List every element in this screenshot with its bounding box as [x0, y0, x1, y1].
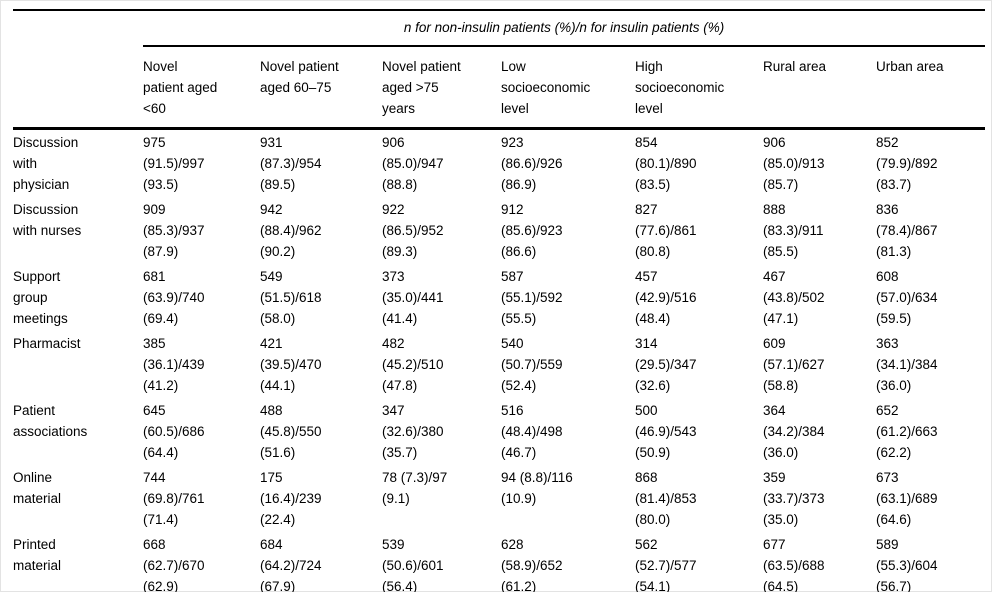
table-cell: 500 (46.9)/543 (50.9) — [635, 403, 697, 460]
row-label: Support group meetings — [13, 269, 68, 326]
patients-information-sources-table: n for non-insulin patients (%)/n for ins… — [13, 9, 986, 592]
table-cell: 482 (45.2)/510 (47.8) — [382, 336, 444, 393]
table-cell: 931 (87.3)/954 (89.5) — [260, 135, 322, 192]
table-cell: 852 (79.9)/892 (83.7) — [876, 135, 938, 192]
row-label: Printed material — [13, 537, 62, 573]
table-cell: 677 (63.5)/688 (64.5) — [763, 537, 825, 592]
table-cell: 421 (39.5)/470 (44.1) — [260, 336, 322, 393]
table-cell: 909 (85.3)/937 (87.9) — [143, 202, 205, 259]
corner-cell — [13, 10, 143, 46]
table-cell: 827 (77.6)/861 (80.8) — [635, 202, 697, 259]
table-cell: 684 (64.2)/724 (67.9) — [260, 537, 322, 592]
table-cell: 78 (7.3)/97 (9.1) — [382, 470, 448, 506]
table-row: Patient associations 645 (60.5)/686 (64.… — [13, 398, 985, 465]
table-row: Support group meetings 681 (63.9)/740 (6… — [13, 264, 985, 331]
table-cell: 922 (86.5)/952 (89.3) — [382, 202, 444, 259]
table-cell: 359 (33.7)/373 (35.0) — [763, 470, 825, 527]
table-cell: 589 (55.3)/604 (56.7) — [876, 537, 938, 592]
table-cell: 314 (29.5)/347 (32.6) — [635, 336, 697, 393]
table-cell: 587 (55.1)/592 (55.5) — [501, 269, 563, 326]
table-cell: 373 (35.0)/441 (41.4) — [382, 269, 444, 326]
table-cell: 609 (57.1)/627 (58.8) — [763, 336, 825, 393]
column-header: Low socioeconomic level — [501, 46, 635, 130]
table-cell: 975 (91.5)/997 (93.5) — [143, 135, 205, 192]
table-cell: 457 (42.9)/516 (48.4) — [635, 269, 697, 326]
table-cell: 645 (60.5)/686 (64.4) — [143, 403, 205, 460]
column-header: Rural area — [763, 46, 876, 130]
table-row: Online material 744 (69.8)/761 (71.4) 17… — [13, 465, 985, 532]
table-cell: 942 (88.4)/962 (90.2) — [260, 202, 322, 259]
table-cell: 923 (86.6)/926 (86.9) — [501, 135, 563, 192]
table-cell: 562 (52.7)/577 (54.1) — [635, 537, 697, 592]
table-cell: 744 (69.8)/761 (71.4) — [143, 470, 205, 527]
table-row: Printed material 668 (62.7)/670 (62.9) 6… — [13, 532, 985, 592]
table-cell: 888 (83.3)/911 (85.5) — [763, 202, 824, 259]
corner-cell — [13, 46, 143, 130]
table-cell: 363 (34.1)/384 (36.0) — [876, 336, 938, 393]
table-cell: 364 (34.2)/384 (36.0) — [763, 403, 825, 460]
row-label: Discussion with physician — [13, 135, 79, 192]
column-header-row: Novel patient aged <60 Novel patient age… — [13, 46, 986, 130]
column-header: Urban area — [876, 46, 986, 130]
table-cell: 549 (51.5)/618 (58.0) — [260, 269, 322, 326]
column-header: Novel patient aged 60–75 — [260, 46, 382, 130]
table-cell: 516 (48.4)/498 (46.7) — [501, 403, 563, 460]
table-cell: 347 (32.6)/380 (35.7) — [382, 403, 444, 460]
row-label: Online material — [13, 470, 62, 506]
table-cell: 836 (78.4)/867 (81.3) — [876, 202, 938, 259]
table-cell: 540 (50.7)/559 (52.4) — [501, 336, 563, 393]
table-cell: 868 (81.4)/853 (80.0) — [635, 470, 697, 527]
table-cell: 652 (61.2)/663 (62.2) — [876, 403, 938, 460]
table-row: Pharmacist 385 (36.1)/439 (41.2) 421 (39… — [13, 331, 985, 398]
table-cell: 906 (85.0)/913 (85.7) — [763, 135, 825, 192]
table-cell: 906 (85.0)/947 (88.8) — [382, 135, 444, 192]
column-header: High socioeconomic level — [635, 46, 763, 130]
table-cell: 175 (16.4)/239 (22.4) — [260, 470, 322, 527]
table-cell: 854 (80.1)/890 (83.5) — [635, 135, 697, 192]
table-cell: 608 (57.0)/634 (59.5) — [876, 269, 938, 326]
table-cell: 467 (43.8)/502 (47.1) — [763, 269, 825, 326]
table-row: Discussion with physician 975 (91.5)/997… — [13, 129, 985, 198]
row-label: Discussion with nurses — [13, 202, 82, 238]
table-cell: 628 (58.9)/652 (61.2) — [501, 537, 563, 592]
table-cell: 681 (63.9)/740 (69.4) — [143, 269, 205, 326]
span-header-row: n for non-insulin patients (%)/n for ins… — [13, 10, 986, 47]
table-cell: 912 (85.6)/923 (86.6) — [501, 202, 563, 259]
table-cell: 488 (45.8)/550 (51.6) — [260, 403, 322, 460]
table-cell: 385 (36.1)/439 (41.2) — [143, 336, 205, 393]
table-span-header: n for non-insulin patients (%)/n for ins… — [143, 10, 986, 47]
column-header: Novel patient aged <60 — [143, 46, 260, 130]
table-cell: 668 (62.7)/670 (62.9) — [143, 537, 205, 592]
column-header: Novel patient aged >75 years — [382, 46, 501, 130]
table-cell: 673 (63.1)/689 (64.6) — [876, 470, 938, 527]
table-cell: 94 (8.8)/116 (10.9) — [501, 470, 573, 506]
row-label: Pharmacist — [13, 336, 81, 351]
table-cell: 539 (50.6)/601 (56.4) — [382, 537, 444, 592]
row-label: Patient associations — [13, 403, 88, 439]
table-row: Discussion with nurses 909 (85.3)/937 (8… — [13, 197, 985, 264]
